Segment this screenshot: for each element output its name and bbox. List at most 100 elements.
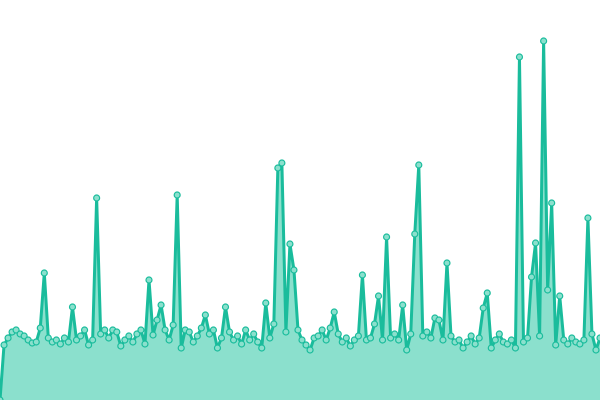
data-point-64 [254,338,262,346]
data-point-127 [507,336,516,344]
data-point-107 [427,334,435,342]
data-point-87 [346,342,354,350]
data-point-119 [475,334,483,342]
data-point-102 [407,330,415,338]
data-point-132 [527,273,536,281]
data-point-95 [378,336,387,344]
data-point-120 [479,304,487,312]
data-point-122 [487,344,495,352]
data-point-104 [415,161,423,169]
data-point-23 [89,336,97,344]
data-point-98 [391,330,399,338]
data-point-37 [145,276,153,284]
data-point-63 [250,330,258,338]
data-point-136 [544,286,552,294]
data-point-118 [471,340,479,348]
data-point-75 [298,336,306,344]
data-point-59 [233,332,242,340]
data-point-43 [169,321,177,329]
data-point-68 [270,320,278,328]
data-points [0,37,600,400]
data-point-49 [193,332,201,340]
data-point-115 [459,344,467,352]
data-point-135 [540,37,548,45]
data-point-147 [588,330,596,338]
data-point-0 [0,396,4,400]
data-point-27 [105,334,113,342]
data-point-84 [334,330,342,338]
data-point-82 [326,324,334,332]
data-point-92 [366,334,375,342]
data-point-38 [149,331,157,339]
data-point-71 [282,328,290,336]
data-point-33 [129,338,137,346]
data-point-93 [370,320,379,328]
data-point-36 [141,340,149,348]
data-point-109 [435,316,443,324]
data-point-48 [189,338,197,346]
data-point-20 [76,332,85,340]
data-point-55 [217,334,226,342]
data-point-39 [153,316,161,324]
data-point-96 [382,233,391,241]
data-point-111 [443,259,451,267]
data-point-89 [354,332,362,340]
data-point-70 [278,159,286,167]
data-point-56 [221,303,230,311]
data-point-41 [161,326,169,334]
data-point-10 [36,324,44,332]
data-point-2 [4,334,12,342]
data-point-134 [535,332,544,340]
data-point-47 [185,328,193,336]
data-point-9 [32,338,40,346]
data-point-116 [463,338,471,346]
data-point-76 [302,341,310,349]
data-point-21 [80,326,89,334]
data-point-83 [330,308,338,316]
data-point-117 [467,332,475,340]
data-point-129 [515,53,524,61]
data-point-112 [447,332,455,340]
data-point-137 [548,199,556,207]
data-point-22 [84,341,93,349]
data-point-100 [399,301,407,309]
data-point-77 [306,346,314,354]
data-point-138 [552,341,560,349]
data-point-51 [201,311,209,319]
data-point-42 [165,336,173,344]
data-point-57 [225,328,234,336]
data-point-35 [137,326,145,334]
data-point-101 [403,346,411,354]
data-point-26 [101,326,109,334]
data-point-11 [40,269,48,277]
data-point-110 [439,336,447,344]
data-point-1 [0,341,8,349]
data-point-24 [93,194,101,202]
data-point-123 [491,336,499,344]
data-point-124 [495,330,503,338]
data-point-53 [209,326,218,334]
data-point-131 [523,334,532,342]
data-point-30 [117,342,125,350]
data-point-139 [556,292,564,300]
data-point-73 [290,266,298,274]
data-point-18 [68,303,77,311]
data-point-29 [113,328,121,336]
data-point-99 [395,336,403,344]
data-point-74 [294,326,302,334]
data-point-145 [580,336,588,344]
data-point-17 [64,338,73,346]
data-point-90 [358,271,367,279]
data-point-148 [592,346,600,354]
data-point-32 [125,332,133,340]
data-point-81 [322,336,330,344]
data-point-103 [411,230,419,238]
data-point-69 [274,164,282,172]
data-point-141 [564,340,572,348]
data-point-40 [157,301,165,309]
data-point-54 [213,344,222,352]
data-point-128 [511,344,520,352]
data-point-15 [56,340,65,348]
data-point-67 [266,334,274,342]
